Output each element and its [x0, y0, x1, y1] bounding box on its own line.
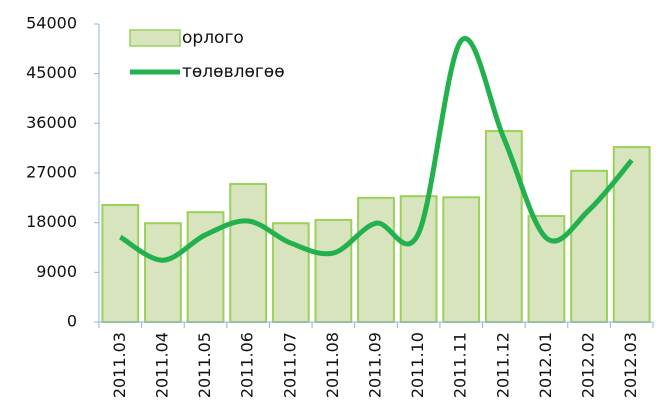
x-tick-label: 2011.06 — [238, 332, 257, 398]
x-tick-label: 2011.03 — [110, 332, 129, 398]
y-tick-label: 9000 — [36, 262, 77, 281]
x-tick-label: 2011.10 — [408, 332, 427, 398]
y-tick-label: 27000 — [26, 163, 77, 182]
x-tick-label: 2011.05 — [195, 332, 214, 398]
line — [118, 36, 634, 263]
x-tick-label: 2012.02 — [579, 332, 598, 398]
y-tick-label: 45000 — [26, 63, 77, 82]
legend-label: орлого — [182, 28, 244, 48]
bar — [314, 218, 353, 323]
x-tick-label: 2011.08 — [323, 332, 342, 398]
bar — [144, 222, 182, 323]
y-tick-label: 18000 — [26, 212, 77, 231]
y-tick-label: 0 — [67, 312, 77, 331]
y-tick-label: 36000 — [26, 113, 77, 132]
legend-label: төлөвлөгөө — [182, 62, 285, 82]
y-tick-label: 54000 — [26, 14, 77, 33]
bar — [229, 183, 268, 323]
x-tick-label: 2011.09 — [366, 332, 385, 398]
bar — [442, 196, 481, 323]
bar — [484, 130, 523, 323]
x-tick-label: 2011.12 — [493, 332, 512, 398]
x-tick-label: 2012.03 — [621, 332, 640, 398]
bar — [101, 204, 140, 323]
bar — [271, 222, 310, 323]
bar — [399, 195, 438, 323]
bar — [527, 215, 566, 324]
x-tick-label: 2011.07 — [280, 332, 299, 398]
x-tick-label: 2011.11 — [451, 332, 470, 398]
x-tick-label: 2012.01 — [536, 332, 555, 398]
bar — [357, 196, 395, 323]
x-tick-label: 2011.04 — [152, 332, 171, 398]
legend-swatch — [129, 29, 181, 47]
